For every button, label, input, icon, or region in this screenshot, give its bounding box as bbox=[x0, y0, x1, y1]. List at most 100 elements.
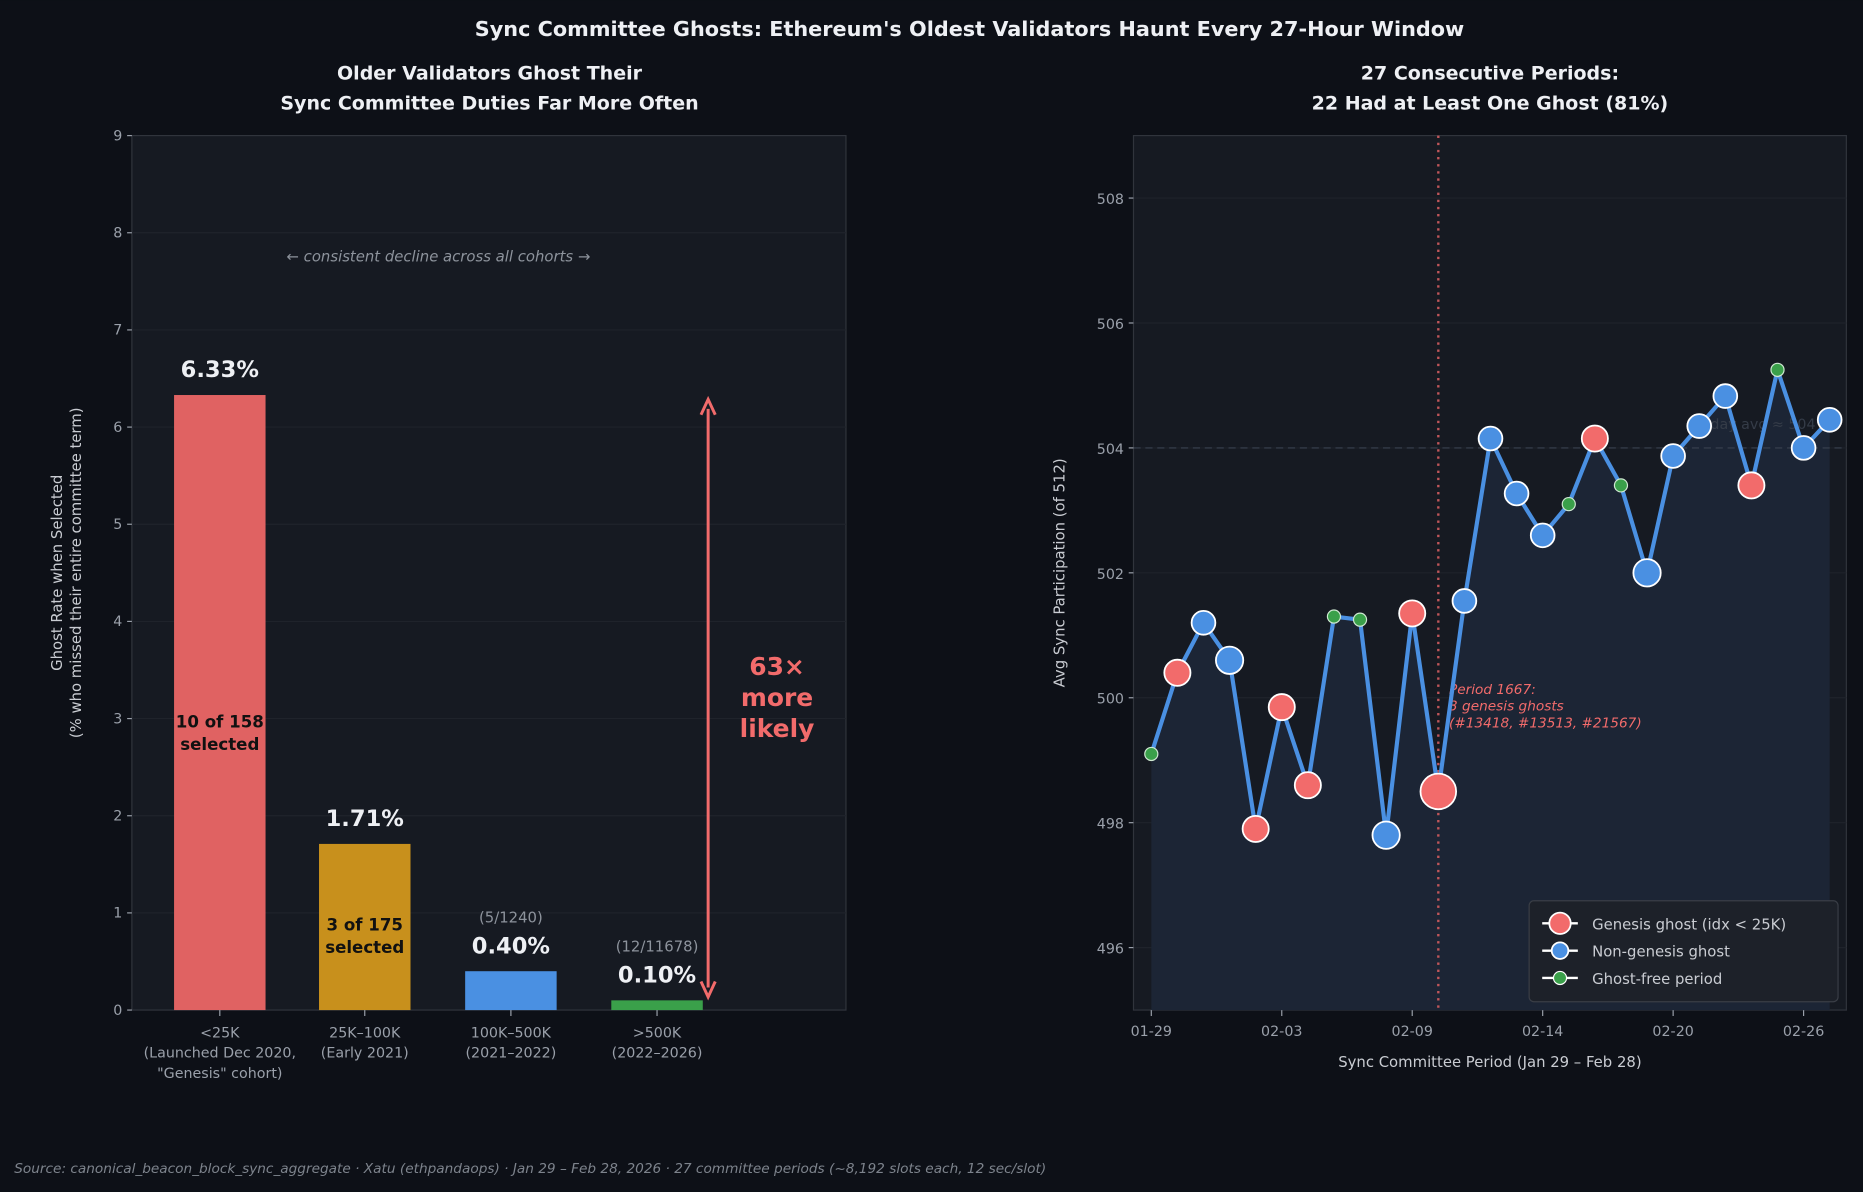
x-tick-label: 25K–100K bbox=[329, 1025, 401, 1041]
highlight-note: 3 genesis ghosts bbox=[1449, 699, 1564, 715]
data-point-genesis bbox=[1267, 693, 1296, 722]
data-point-free bbox=[1144, 746, 1159, 762]
x-tick-label: (2022–2026) bbox=[612, 1046, 703, 1062]
bar-value-label: 0.10% bbox=[618, 963, 696, 989]
y-tick-label: 7 bbox=[113, 323, 122, 339]
bar-inner-label: 3 of 175 bbox=[327, 915, 404, 934]
bar-chart-title: Older Validators Ghost Their bbox=[337, 63, 643, 85]
bar-inner-label: selected bbox=[180, 735, 259, 754]
legend: Genesis ghost (idx < 25K) Non-genesis gh… bbox=[1528, 900, 1839, 1003]
bar bbox=[174, 395, 266, 1011]
data-point-non bbox=[1632, 558, 1662, 588]
bar-chart-title: Sync Committee Duties Far More Often bbox=[280, 92, 698, 114]
y-tick-label: 8 bbox=[113, 226, 122, 242]
source-footer: Source: canonical_beacon_block_sync_aggr… bbox=[14, 1161, 1046, 1177]
x-tick-label: 02-09 bbox=[1392, 1024, 1433, 1040]
data-point-free bbox=[1613, 478, 1629, 493]
data-point-free bbox=[1561, 496, 1576, 512]
ratio-arrow-head-up bbox=[699, 395, 717, 416]
y-axis-label: (% who missed their entire committee ter… bbox=[67, 407, 85, 738]
legend-genesis-marker bbox=[1548, 911, 1572, 935]
data-point-non bbox=[1790, 435, 1817, 461]
x-tick-label: 02-26 bbox=[1783, 1024, 1824, 1040]
legend-non-genesis-marker bbox=[1550, 941, 1570, 960]
y-tick-label: 508 bbox=[1097, 192, 1124, 208]
data-point-non bbox=[1503, 480, 1530, 507]
data-point-non bbox=[1529, 522, 1556, 549]
legend-non-genesis-label: Non-genesis ghost bbox=[1592, 943, 1730, 961]
bar-value-label: 0.40% bbox=[472, 933, 550, 959]
y-tick-label: 498 bbox=[1097, 817, 1124, 833]
y-tick-label: 1 bbox=[113, 906, 122, 922]
x-tick-label: >500K bbox=[633, 1025, 682, 1041]
x-tick-label: (2021–2022) bbox=[466, 1046, 557, 1062]
x-axis-label: Sync Committee Period (Jan 29 – Feb 28) bbox=[1338, 1053, 1641, 1071]
y-tick-label: 504 bbox=[1097, 442, 1124, 458]
x-tick-label: (Early 2021) bbox=[321, 1046, 409, 1062]
bar bbox=[465, 971, 557, 1011]
x-tick-label: 02-14 bbox=[1522, 1024, 1563, 1040]
data-point-free bbox=[1770, 362, 1785, 377]
ratio-label: 63× bbox=[749, 652, 805, 681]
bar-chart: Older Validators Ghost Their Sync Commit… bbox=[48, 63, 847, 1082]
data-point-free bbox=[1352, 612, 1368, 627]
data-point-genesis bbox=[1419, 772, 1458, 811]
highlight-note: Period 1667: bbox=[1449, 682, 1536, 698]
line-chart-title: 27 Consecutive Periods: bbox=[1361, 63, 1619, 85]
y-tick-label: 496 bbox=[1097, 942, 1124, 958]
bar-count-label: (12/11678) bbox=[616, 938, 699, 956]
x-tick-label: 100K–500K bbox=[471, 1025, 552, 1041]
bar-value-label: 1.71% bbox=[326, 806, 404, 832]
x-tick-label: 02-03 bbox=[1261, 1024, 1302, 1040]
bar-value-label: 6.33% bbox=[181, 357, 259, 383]
data-point-non bbox=[1190, 610, 1217, 636]
data-point-non bbox=[1371, 820, 1401, 850]
bar-count-label: (5/1240) bbox=[479, 908, 543, 926]
x-tick-label: <25K bbox=[200, 1025, 240, 1041]
y-tick-label: 5 bbox=[113, 517, 122, 533]
legend-ghost-free-marker bbox=[1552, 970, 1568, 986]
data-point-genesis bbox=[1293, 771, 1322, 800]
data-point-non bbox=[1712, 383, 1739, 409]
highlight-note: (#13418, #13513, #21567) bbox=[1449, 715, 1642, 731]
data-point-free bbox=[1326, 609, 1342, 624]
bar-inner-label: selected bbox=[325, 938, 404, 957]
y-tick-label: 6 bbox=[113, 420, 122, 436]
legend-ghost-free-label: Ghost-free period bbox=[1592, 970, 1722, 988]
data-point-non bbox=[1660, 443, 1686, 469]
data-point-non bbox=[1686, 413, 1712, 439]
bar bbox=[611, 1000, 703, 1011]
y-tick-label: 500 bbox=[1097, 692, 1124, 708]
legend-genesis-label: Genesis ghost (idx < 25K) bbox=[1592, 915, 1786, 933]
y-tick-label: 9 bbox=[113, 128, 122, 144]
x-tick-label: (Launched Dec 2020, bbox=[144, 1046, 296, 1062]
ratio-label: likely bbox=[740, 714, 815, 743]
bar bbox=[319, 843, 411, 1011]
line-chart: 27 Consecutive Periods: 22 Had at Least … bbox=[1051, 63, 1847, 1071]
y-tick-label: 502 bbox=[1097, 567, 1124, 583]
y-tick-label: 0 bbox=[113, 1003, 122, 1019]
y-axis-label: Ghost Rate when Selected bbox=[48, 475, 66, 671]
data-point-genesis bbox=[1398, 599, 1427, 628]
x-tick-label: 01-29 bbox=[1131, 1024, 1172, 1040]
data-point-non bbox=[1215, 645, 1245, 675]
trend-annotation: ← consistent decline across all cohorts … bbox=[287, 248, 591, 266]
figure-title: Sync Committee Ghosts: Ethereum's Oldest… bbox=[475, 17, 1464, 41]
line-chart-title: 22 Had at Least One Ghost (81%) bbox=[1312, 92, 1669, 114]
y-tick-label: 4 bbox=[113, 614, 122, 630]
data-point-genesis bbox=[1241, 814, 1270, 843]
y-axis-label: Avg Sync Participation (of 512) bbox=[1051, 458, 1069, 687]
area-fill bbox=[1151, 369, 1830, 1011]
data-point-genesis bbox=[1580, 424, 1609, 453]
data-point-non bbox=[1451, 588, 1478, 614]
ratio-arrow-head-down bbox=[699, 980, 717, 1001]
ratio-label: more bbox=[741, 683, 813, 712]
y-tick-label: 506 bbox=[1097, 317, 1124, 333]
x-tick-label: "Genesis" cohort) bbox=[157, 1066, 282, 1082]
x-tick-label: 02-20 bbox=[1652, 1024, 1693, 1040]
y-tick-label: 3 bbox=[113, 711, 122, 727]
data-point-non bbox=[1816, 407, 1843, 433]
data-point-genesis bbox=[1737, 471, 1766, 500]
y-tick-label: 2 bbox=[113, 808, 122, 824]
